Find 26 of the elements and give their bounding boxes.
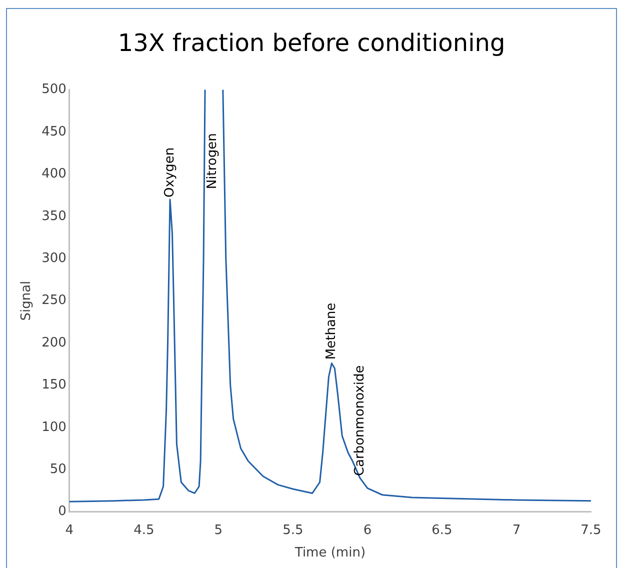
y-tick-label: 450 bbox=[42, 124, 66, 140]
chart-title: 13X fraction before conditioning bbox=[116, 29, 506, 57]
y-axis-title: Signal bbox=[19, 280, 34, 321]
x-tick-label: 6.5 bbox=[432, 522, 452, 538]
x-tick-label: 5.5 bbox=[282, 522, 304, 538]
y-tick-label: 0 bbox=[58, 504, 66, 520]
x-tick-label: 5 bbox=[214, 522, 223, 538]
y-tick-label: 50 bbox=[50, 462, 66, 477]
annotation: Carbonmonoxide bbox=[352, 365, 368, 476]
y-tick-label: 300 bbox=[42, 250, 66, 266]
y-tick-label: 500 bbox=[42, 82, 66, 98]
x-tick-label: 7.5 bbox=[580, 522, 602, 538]
annotation: Nitrogen bbox=[205, 133, 220, 190]
annotation: Methane bbox=[324, 302, 340, 360]
y-tick-label: 250 bbox=[42, 293, 66, 308]
y-tick-label: 400 bbox=[42, 166, 66, 182]
annotation: Oxygen bbox=[162, 147, 178, 198]
x-tick-label: 6 bbox=[363, 522, 372, 538]
x-axis-title: Time (min) bbox=[294, 546, 366, 561]
x-tick-label: 4.5 bbox=[134, 522, 154, 538]
y-tick-label: 200 bbox=[42, 335, 66, 350]
y-tick-label: 100 bbox=[42, 420, 66, 435]
x-tick-label: 7 bbox=[512, 522, 521, 538]
x-tick-label: 4 bbox=[65, 522, 74, 538]
y-tick-label: 350 bbox=[42, 208, 66, 224]
y-tick-label: 150 bbox=[42, 378, 66, 393]
